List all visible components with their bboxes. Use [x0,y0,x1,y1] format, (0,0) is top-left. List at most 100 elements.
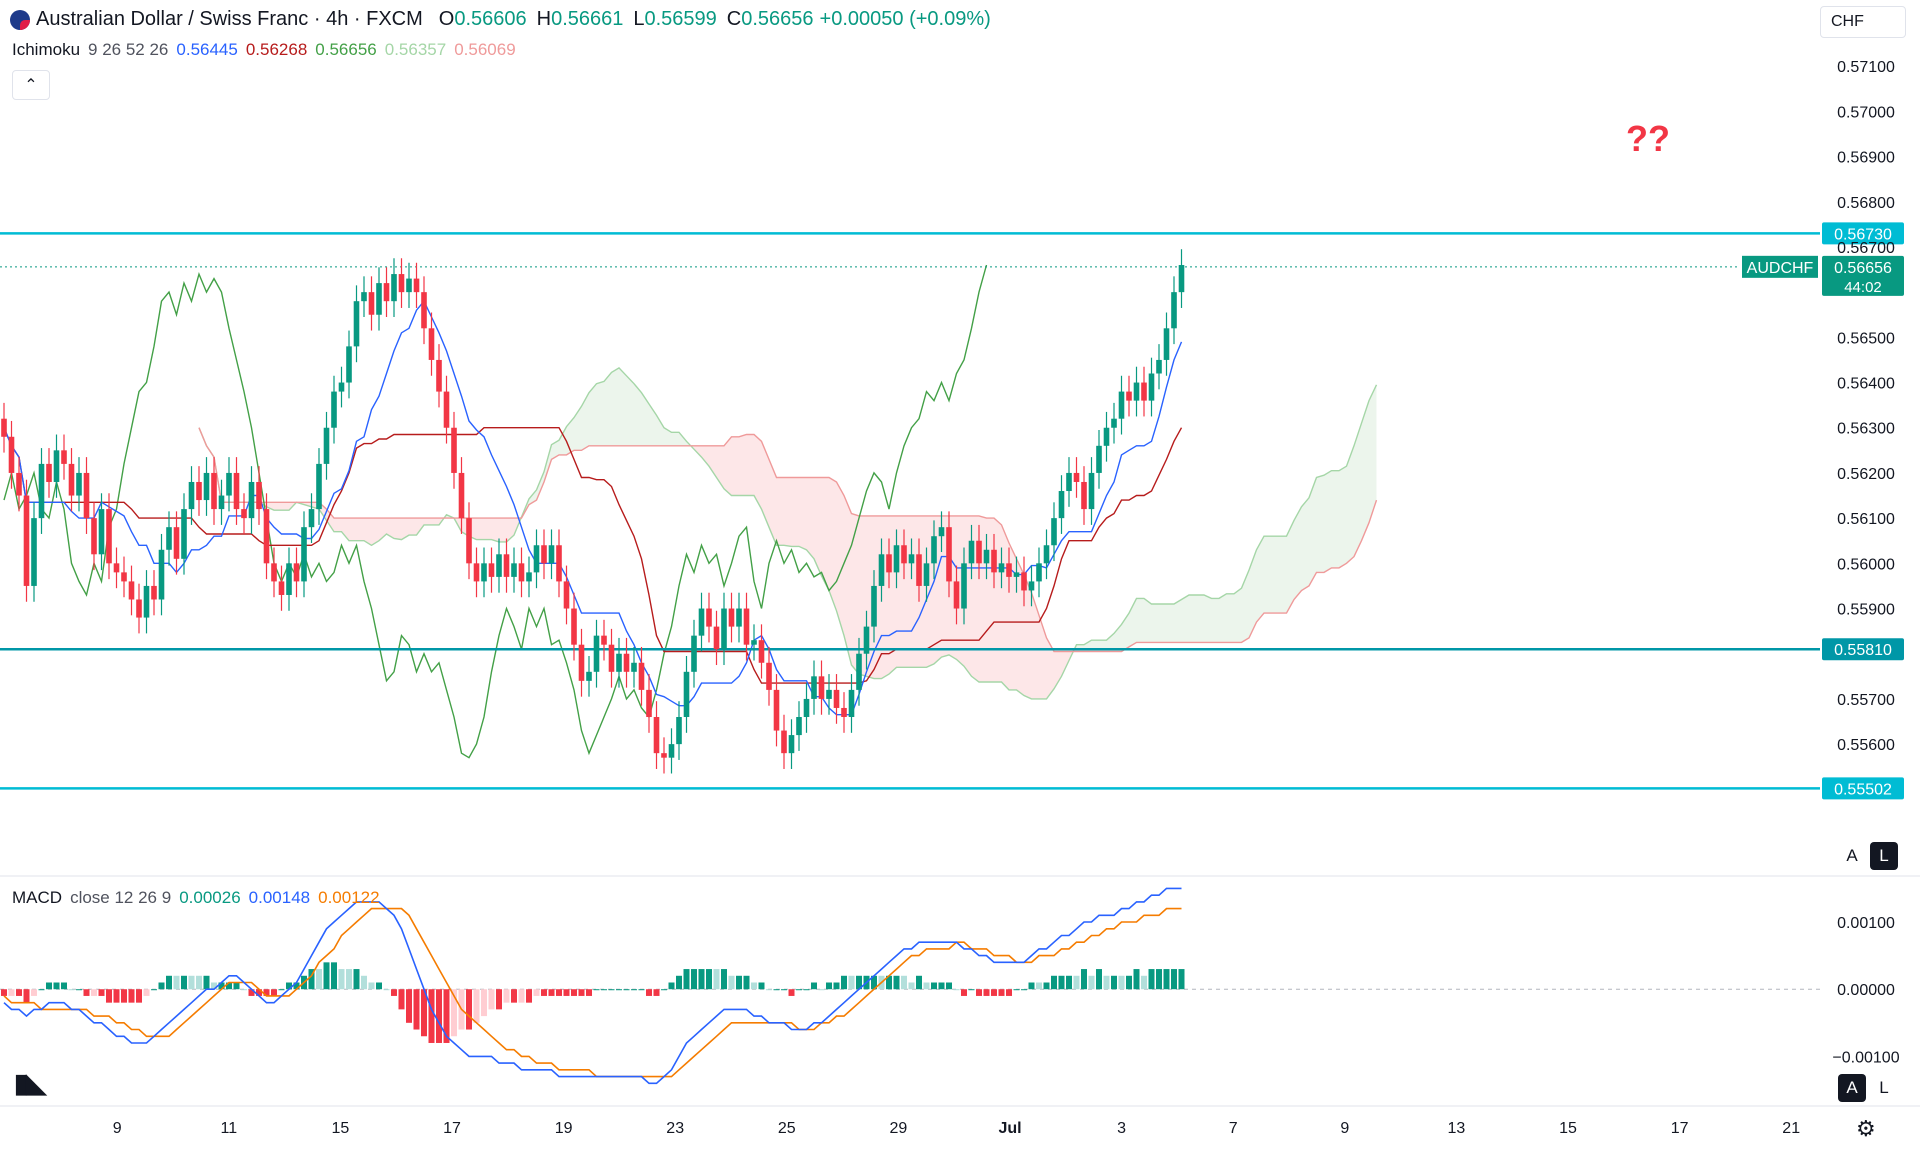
candle[interactable] [31,518,37,586]
candle[interactable] [323,427,330,464]
candle[interactable] [121,572,127,582]
candle[interactable] [721,608,727,650]
candle[interactable] [916,554,922,586]
candle[interactable] [241,509,247,519]
candle[interactable] [818,676,825,699]
candle[interactable] [991,549,997,573]
candle[interactable] [376,283,382,315]
candle[interactable] [8,436,15,473]
log-scale-button[interactable]: L [1870,842,1898,870]
candle[interactable] [226,472,232,496]
candle[interactable] [923,563,930,586]
candle[interactable] [608,644,615,672]
candle[interactable] [128,581,135,600]
candle[interactable] [91,518,97,555]
candle[interactable] [623,653,630,672]
candle[interactable] [143,585,150,618]
gear-icon[interactable]: ⚙ [1856,1116,1876,1141]
candle[interactable] [1118,391,1125,419]
candle[interactable] [23,495,30,586]
candle[interactable] [908,554,915,564]
candle[interactable] [526,572,532,582]
candle[interactable] [188,481,195,510]
candle[interactable] [781,730,787,754]
candle[interactable] [848,689,855,718]
candle[interactable] [1043,545,1050,564]
symbol-title[interactable]: Australian Dollar / Swiss Franc · 4h · F… [36,8,423,30]
candle[interactable] [248,481,255,519]
candle[interactable] [901,545,907,564]
candle[interactable] [151,585,157,600]
candle[interactable] [953,581,960,609]
candle[interactable] [1051,518,1057,546]
candle[interactable] [736,608,742,627]
candle[interactable] [413,278,420,293]
candle[interactable] [976,540,982,564]
candle[interactable] [661,753,667,758]
candle[interactable] [16,472,22,496]
candle[interactable] [496,554,502,577]
candle[interactable] [1126,391,1132,401]
candle[interactable] [173,527,180,559]
candle[interactable] [706,608,712,627]
currency-selector[interactable]: CHF [1820,6,1906,38]
candle[interactable] [556,545,562,582]
candle[interactable] [563,581,570,609]
candle[interactable] [713,626,720,650]
candle[interactable] [758,640,765,663]
candle[interactable] [346,346,352,383]
candle[interactable] [1111,418,1117,428]
candle[interactable] [76,472,82,496]
candle[interactable] [811,676,817,699]
candle[interactable] [503,554,510,577]
candle[interactable] [106,509,112,564]
candle[interactable] [676,717,682,745]
candle[interactable] [698,608,705,636]
candle[interactable] [83,472,90,519]
ichimoku-legend[interactable]: Ichimoku 9 26 52 26 0.56445 0.56268 0.56656 0… [12,40,532,60]
candle[interactable] [458,472,465,519]
candle[interactable] [443,391,450,428]
candle[interactable] [751,640,757,645]
candle[interactable] [233,472,240,510]
candle[interactable] [1036,563,1042,582]
candle[interactable] [833,689,840,708]
candle[interactable] [893,545,900,573]
candle[interactable] [938,527,945,537]
candle[interactable] [481,563,487,582]
candle[interactable] [1066,472,1072,492]
candle[interactable] [548,545,555,564]
candle[interactable] [53,450,60,482]
candle[interactable] [196,481,202,501]
candle[interactable] [593,635,600,672]
candle[interactable] [668,744,675,758]
candle[interactable] [211,472,217,510]
candle[interactable] [796,717,802,736]
candle[interactable] [1081,481,1087,510]
macd-legend[interactable]: MACD close 12 26 9 0.00026 0.00148 0.00122 [12,888,396,908]
candle[interactable] [316,463,322,510]
candle[interactable] [946,527,952,582]
auto-scale-button[interactable]: A [1838,842,1866,870]
candle[interactable] [256,481,262,510]
candle[interactable] [361,292,367,302]
candle[interactable] [1058,491,1065,519]
candle[interactable] [1103,427,1110,446]
candle[interactable] [181,509,187,559]
candle[interactable] [788,735,795,754]
candle[interactable] [1163,328,1170,360]
candle[interactable] [856,653,862,690]
candle[interactable] [841,707,847,718]
candle[interactable] [68,463,75,496]
candle[interactable] [578,644,585,681]
candle[interactable] [338,382,345,392]
candle[interactable] [368,292,375,315]
candle[interactable] [218,495,225,510]
candle[interactable] [616,653,622,672]
candle[interactable] [466,518,472,564]
candle[interactable] [1156,359,1162,374]
candle[interactable] [398,274,405,293]
candle[interactable] [826,689,832,699]
candle[interactable] [968,540,975,564]
